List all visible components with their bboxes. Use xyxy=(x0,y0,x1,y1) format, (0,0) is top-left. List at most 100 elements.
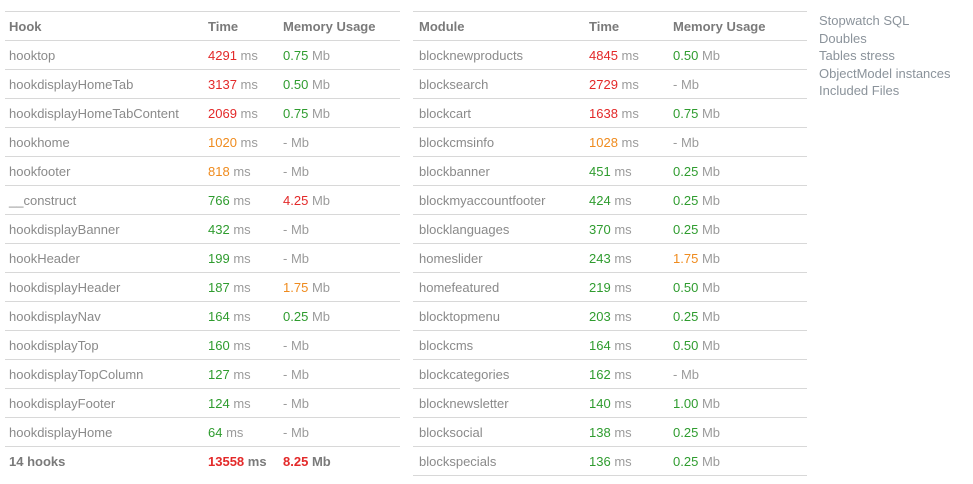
table-row: hookdisplayHomeTab 3137 ms 0.50 Mb xyxy=(5,69,400,99)
memory-unit: Mb xyxy=(680,76,700,92)
table-row: blockmyaccountfooter 424 ms 0.25 Mb xyxy=(413,185,807,215)
modules-column-header-time: Time xyxy=(589,18,620,34)
table-row: __construct 766 ms 4.25 Mb xyxy=(5,185,400,215)
row-name: hookHeader xyxy=(9,250,80,266)
table-row: hookdisplayHomeTabContent 2069 ms 0.75 Mb xyxy=(5,98,400,128)
memory-value: 4.25 xyxy=(283,192,309,208)
row-time: 243 ms xyxy=(589,244,673,273)
memory-value: 0.25 xyxy=(673,192,699,208)
row-name: hookdisplayTopColumn xyxy=(9,366,144,382)
time-unit: ms xyxy=(240,47,258,63)
memory-value: - xyxy=(283,250,288,266)
row-memory: 0.50 Mb xyxy=(673,331,807,360)
memory-value: 0.50 xyxy=(673,337,699,353)
memory-value: 1.75 xyxy=(673,250,699,266)
memory-value: - xyxy=(283,163,288,179)
table-row: hookdisplayHome 64 ms - Mb xyxy=(5,417,400,447)
memory-value: - xyxy=(673,76,678,92)
memory-value: 0.25 xyxy=(673,453,699,469)
time-value: 1028 xyxy=(589,134,618,150)
row-time: 1020 ms xyxy=(208,128,283,157)
link-stopwatch-sql[interactable]: Stopwatch SQL xyxy=(819,13,910,28)
memory-unit: Mb xyxy=(701,105,720,121)
memory-unit: Mb xyxy=(701,250,720,266)
table-row: blockbanner 451 ms 0.25 Mb xyxy=(413,156,807,186)
time-unit: ms xyxy=(233,221,251,237)
row-time: 818 ms xyxy=(208,157,283,186)
time-unit: ms xyxy=(614,192,632,208)
row-name: homefeatured xyxy=(419,279,500,295)
row-name: hookdisplayHomeTab xyxy=(9,76,134,92)
table-row: blockcategories 162 ms - Mb xyxy=(413,359,807,389)
time-unit: ms xyxy=(614,221,632,237)
memory-unit: Mb xyxy=(311,279,330,295)
table-row: blocknewproducts 4845 ms 0.50 Mb xyxy=(413,40,807,70)
memory-value: - xyxy=(283,424,288,440)
memory-value: - xyxy=(673,134,678,150)
row-memory: 0.25 Mb xyxy=(673,215,807,244)
time-unit: ms xyxy=(614,279,632,295)
row-name: hooktop xyxy=(9,47,56,63)
hooks-column-header-time: Time xyxy=(208,18,239,34)
time-unit: ms xyxy=(240,134,258,150)
link-tables-stress[interactable]: Tables stress xyxy=(819,48,895,63)
row-name: blocksearch xyxy=(419,76,489,92)
memory-value: 0.75 xyxy=(283,105,309,121)
row-name: hookhome xyxy=(9,134,70,150)
memory-value: 0.50 xyxy=(673,279,699,295)
row-time: 199 ms xyxy=(208,244,283,273)
memory-unit: Mb xyxy=(701,192,720,208)
table-row: hookfooter 818 ms - Mb xyxy=(5,156,400,186)
table-row: blocksearch 2729 ms - Mb xyxy=(413,69,807,99)
memory-unit: Mb xyxy=(680,366,700,382)
memory-unit: Mb xyxy=(311,47,330,63)
time-value: 243 xyxy=(589,250,611,266)
memory-value: 0.50 xyxy=(673,47,699,63)
row-memory: 8.25 Mb xyxy=(283,447,400,476)
time-value: 136 xyxy=(589,453,611,469)
time-value: 2729 xyxy=(589,76,618,92)
memory-unit: Mb xyxy=(701,424,720,440)
row-name: hookdisplayHomeTabContent xyxy=(9,105,179,121)
table-row: blocklanguages 370 ms 0.25 Mb xyxy=(413,214,807,244)
table-row: hookhome 1020 ms - Mb xyxy=(5,127,400,157)
memory-value: 0.25 xyxy=(673,163,699,179)
memory-unit: Mb xyxy=(701,337,720,353)
profiler-nav-links: Stopwatch SQL Doubles Tables stress Obje… xyxy=(819,11,951,100)
time-value: 818 xyxy=(208,163,230,179)
link-objectmodel-instances[interactable]: ObjectModel instances xyxy=(819,65,951,81)
link-doubles[interactable]: Doubles xyxy=(819,30,867,46)
time-unit: ms xyxy=(621,105,639,121)
row-time: 219 ms xyxy=(589,273,673,302)
row-time: 1638 ms xyxy=(589,99,673,128)
time-value: 1638 xyxy=(589,105,618,121)
time-unit: ms xyxy=(233,163,251,179)
row-name: hookdisplayHeader xyxy=(9,279,121,295)
table-row: homeslider 243 ms 1.75 Mb xyxy=(413,243,807,273)
table-row: blocknewsletter 140 ms 1.00 Mb xyxy=(413,388,807,418)
total-row: 14 hooks 13558 ms 8.25 Mb xyxy=(5,446,400,476)
hooks-header-row: Hook Time Memory Usage xyxy=(5,11,400,41)
row-time: 2729 ms xyxy=(589,70,673,99)
row-memory: 0.25 Mb xyxy=(673,157,807,186)
memory-unit: Mb xyxy=(290,424,310,440)
row-name: blocksocial xyxy=(419,424,483,440)
row-memory: 0.75 Mb xyxy=(283,41,400,70)
row-name: blockcmsinfo xyxy=(419,134,495,150)
link-included-files[interactable]: Included Files xyxy=(819,83,900,98)
row-memory: - Mb xyxy=(283,215,400,244)
row-time: 203 ms xyxy=(589,302,673,331)
row-time: 1028 ms xyxy=(589,128,673,157)
row-time: 162 ms xyxy=(589,360,673,389)
time-value: 424 xyxy=(589,192,611,208)
memory-unit: Mb xyxy=(311,105,330,121)
time-value: 370 xyxy=(589,221,611,237)
row-name: blocknewsletter xyxy=(419,395,509,411)
memory-value: - xyxy=(283,395,288,411)
table-row: blockspecials 136 ms 0.25 Mb xyxy=(413,446,807,476)
time-unit: ms xyxy=(233,279,251,295)
time-value: 3137 xyxy=(208,76,237,92)
row-name: blockcategories xyxy=(419,366,510,382)
row-time: 432 ms xyxy=(208,215,283,244)
memory-value: 0.25 xyxy=(673,221,699,237)
